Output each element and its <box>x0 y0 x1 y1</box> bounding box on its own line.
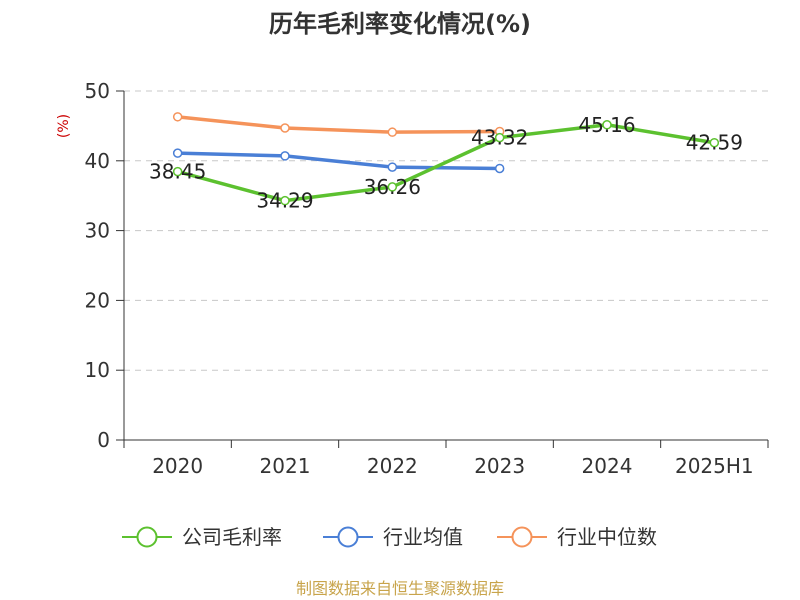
data-point[interactable] <box>494 132 505 143</box>
series-layer <box>172 112 720 206</box>
data-label: 34.29 <box>256 189 313 213</box>
data-point[interactable] <box>172 166 183 177</box>
data-point[interactable] <box>280 151 290 161</box>
data-point[interactable] <box>172 148 183 158</box>
chart-title: 历年毛利率变化情况(%) <box>269 10 531 38</box>
x-tick-label: 2021 <box>260 454 311 478</box>
y-tick-label: 10 <box>85 358 110 382</box>
source-footer: 制图数据来自恒生聚源数据库 <box>296 579 504 598</box>
legend-item-0[interactable]: 公司毛利率 <box>122 525 282 549</box>
data-point[interactable] <box>280 195 290 206</box>
data-label: 38.45 <box>149 160 206 184</box>
data-point[interactable] <box>387 127 398 137</box>
x-tick-label: 2022 <box>367 454 418 478</box>
legend-item-2[interactable]: 行业中位数 <box>497 525 657 549</box>
data-label: 45.16 <box>578 113 635 137</box>
data-point[interactable] <box>387 182 398 192</box>
data-point[interactable] <box>172 112 183 122</box>
y-tick-label: 30 <box>85 219 110 243</box>
data-label: 42.59 <box>686 131 743 155</box>
y-tick-label: 50 <box>85 79 110 103</box>
x-tick-label: 2020 <box>152 454 203 478</box>
data-point[interactable] <box>387 162 398 172</box>
series-line-0 <box>175 123 717 203</box>
legend-marker-icon <box>136 526 158 548</box>
legend-label: 行业中位数 <box>557 525 657 549</box>
series-line-1 <box>175 151 502 171</box>
data-labels: 38.45 34.29 36.26 43.32 45.16 42.59 <box>149 113 743 213</box>
legend-label: 行业均值 <box>383 525 463 549</box>
x-tick-label: 2025H1 <box>675 454 754 478</box>
data-point[interactable] <box>709 137 720 148</box>
legend-marker-icon <box>337 526 359 548</box>
data-label: 36.26 <box>364 175 421 199</box>
series-line-2 <box>175 115 502 134</box>
data-point[interactable] <box>602 120 612 130</box>
data-label: 43.32 <box>471 126 528 150</box>
data-point[interactable] <box>280 123 290 133</box>
legend[interactable]: 公司毛利率 行业均值 行业中位数 <box>122 525 657 549</box>
y-tick-label: 40 <box>85 149 110 173</box>
y-tick-label: 20 <box>85 288 110 312</box>
legend-label: 公司毛利率 <box>182 525 282 549</box>
y-tick-label: 0 <box>97 428 110 452</box>
x-tick-label: 2023 <box>474 454 525 478</box>
y-axis-label: (%) <box>56 114 72 138</box>
legend-marker-icon <box>511 526 533 548</box>
data-point[interactable] <box>494 163 505 174</box>
x-tick-label: 2024 <box>582 454 633 478</box>
axes: 0 10 20 30 40 50 2020 2021 2022 2023 2024 2025H1 <box>85 79 769 478</box>
legend-item-1[interactable]: 行业均值 <box>323 525 463 549</box>
